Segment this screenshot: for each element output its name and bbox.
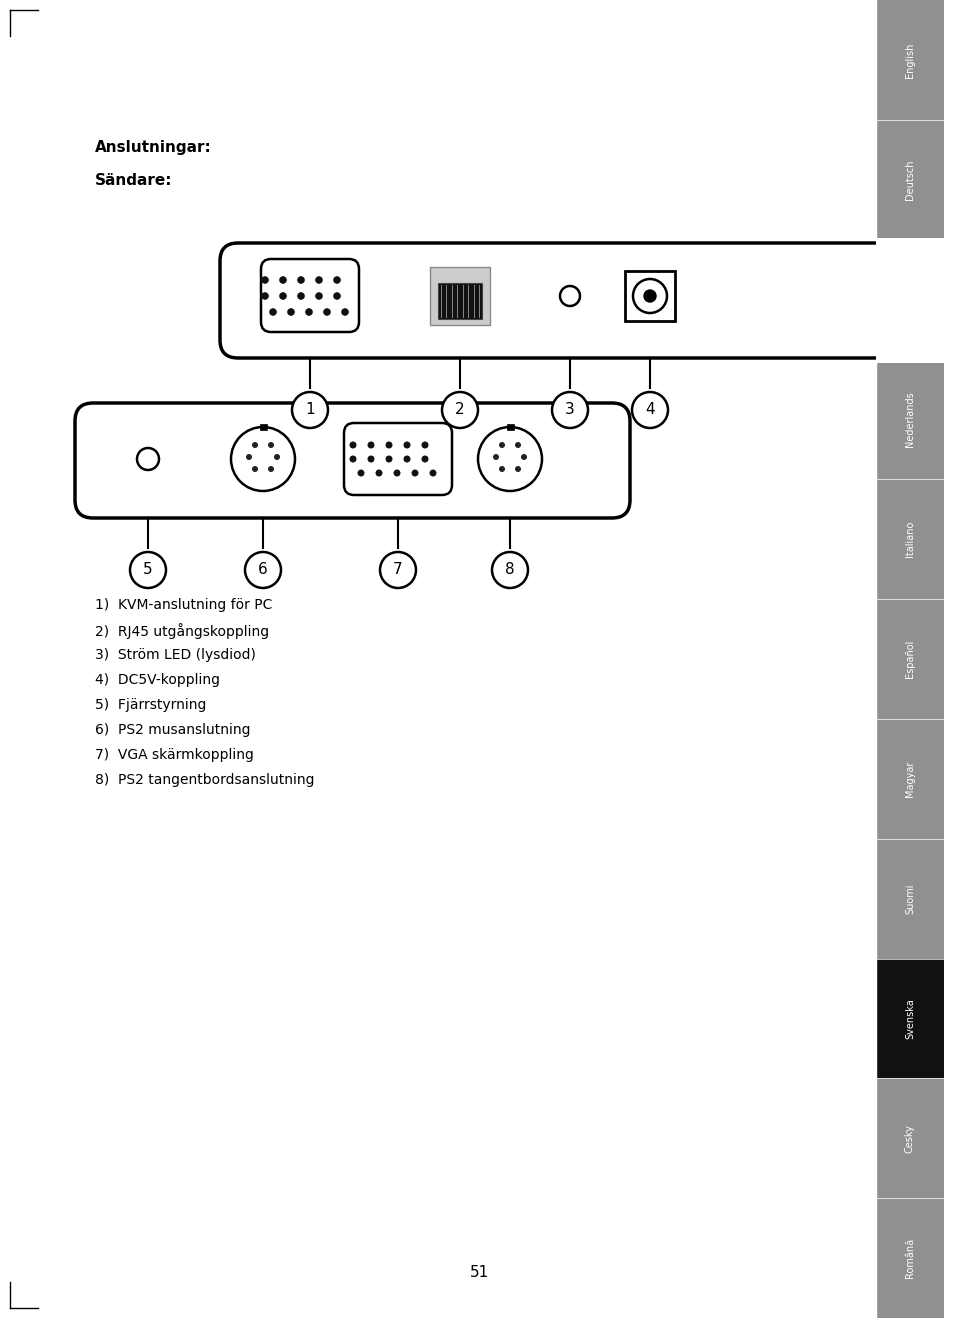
- Bar: [430, 268, 490, 326]
- Circle shape: [403, 442, 410, 448]
- Text: 1: 1: [305, 402, 314, 418]
- Circle shape: [643, 290, 656, 302]
- Circle shape: [477, 427, 541, 492]
- Circle shape: [279, 293, 287, 299]
- Circle shape: [411, 469, 418, 477]
- Text: Sändare:: Sändare:: [95, 173, 172, 188]
- Text: Suomi: Suomi: [904, 883, 914, 913]
- Text: 5)  Fjärrstyrning: 5) Fjärrstyrning: [95, 699, 206, 712]
- Circle shape: [297, 293, 304, 299]
- Text: Română: Română: [904, 1238, 914, 1278]
- Text: 6: 6: [258, 563, 268, 577]
- Circle shape: [333, 293, 340, 299]
- Circle shape: [292, 391, 328, 428]
- Circle shape: [559, 286, 579, 306]
- Circle shape: [268, 467, 274, 472]
- Circle shape: [393, 469, 400, 477]
- Text: Anslutningar:: Anslutningar:: [95, 140, 212, 156]
- Bar: [875, 239, 953, 362]
- Bar: [260, 424, 267, 430]
- Text: 8: 8: [505, 563, 515, 577]
- Circle shape: [268, 442, 274, 448]
- FancyBboxPatch shape: [75, 403, 629, 518]
- FancyBboxPatch shape: [261, 260, 358, 332]
- Text: 3: 3: [564, 402, 575, 418]
- FancyBboxPatch shape: [220, 243, 899, 358]
- Circle shape: [305, 308, 313, 316]
- Circle shape: [261, 277, 269, 283]
- Circle shape: [245, 552, 281, 588]
- Circle shape: [515, 442, 520, 448]
- Text: 7)  VGA skärmkoppling: 7) VGA skärmkoppling: [95, 749, 253, 762]
- Text: Svenska: Svenska: [904, 998, 914, 1039]
- Circle shape: [252, 442, 257, 448]
- Circle shape: [385, 442, 392, 448]
- Circle shape: [137, 448, 159, 471]
- Text: English: English: [904, 42, 914, 78]
- Text: Español: Español: [904, 639, 914, 679]
- Circle shape: [297, 277, 304, 283]
- Circle shape: [252, 467, 257, 472]
- Text: Italiano: Italiano: [904, 521, 914, 558]
- Bar: [506, 424, 514, 430]
- Text: 2: 2: [455, 402, 464, 418]
- Text: 7: 7: [393, 563, 402, 577]
- Circle shape: [633, 279, 666, 312]
- Circle shape: [349, 456, 356, 463]
- Circle shape: [421, 456, 428, 463]
- Text: 3)  Ström LED (lysdiod): 3) Ström LED (lysdiod): [95, 648, 255, 662]
- Circle shape: [493, 453, 498, 460]
- Circle shape: [246, 453, 252, 460]
- Text: Deutsch: Deutsch: [904, 159, 914, 200]
- Circle shape: [385, 456, 392, 463]
- Text: 51: 51: [470, 1265, 489, 1280]
- Bar: [875, 958, 943, 1078]
- Circle shape: [498, 442, 504, 448]
- Bar: [437, 283, 481, 319]
- Text: 8)  PS2 tangentbordsanslutning: 8) PS2 tangentbordsanslutning: [95, 772, 314, 787]
- Text: 4)  DC5V-koppling: 4) DC5V-koppling: [95, 673, 220, 687]
- Bar: [624, 272, 675, 322]
- Text: 2)  RJ45 utgångskoppling: 2) RJ45 utgångskoppling: [95, 623, 269, 639]
- Circle shape: [421, 442, 428, 448]
- Circle shape: [403, 456, 410, 463]
- Circle shape: [287, 308, 294, 316]
- Circle shape: [379, 552, 416, 588]
- Circle shape: [441, 391, 477, 428]
- Circle shape: [357, 469, 364, 477]
- Text: Nederlands: Nederlands: [904, 391, 914, 447]
- Circle shape: [429, 469, 436, 477]
- Text: 4: 4: [644, 402, 654, 418]
- FancyBboxPatch shape: [344, 423, 452, 496]
- Circle shape: [279, 277, 287, 283]
- Circle shape: [552, 391, 587, 428]
- Text: Magyar: Magyar: [904, 760, 914, 797]
- Circle shape: [515, 467, 520, 472]
- Text: 1)  KVM-anslutning för PC: 1) KVM-anslutning för PC: [95, 598, 273, 612]
- Circle shape: [269, 308, 276, 316]
- Circle shape: [375, 469, 382, 477]
- Circle shape: [631, 391, 667, 428]
- Circle shape: [492, 552, 527, 588]
- Bar: [875, 0, 943, 1318]
- Circle shape: [341, 308, 349, 316]
- Circle shape: [333, 277, 340, 283]
- Circle shape: [274, 453, 280, 460]
- Text: Français: Français: [904, 279, 914, 320]
- Text: 5: 5: [143, 563, 152, 577]
- Text: 6)  PS2 musanslutning: 6) PS2 musanslutning: [95, 724, 251, 737]
- Circle shape: [520, 453, 526, 460]
- Circle shape: [261, 293, 269, 299]
- Circle shape: [323, 308, 331, 316]
- Circle shape: [314, 293, 322, 299]
- Text: Cesky: Cesky: [904, 1124, 914, 1153]
- Circle shape: [231, 427, 294, 492]
- Circle shape: [367, 442, 375, 448]
- Circle shape: [314, 277, 322, 283]
- Circle shape: [130, 552, 166, 588]
- Circle shape: [498, 467, 504, 472]
- Circle shape: [349, 442, 356, 448]
- Circle shape: [367, 456, 375, 463]
